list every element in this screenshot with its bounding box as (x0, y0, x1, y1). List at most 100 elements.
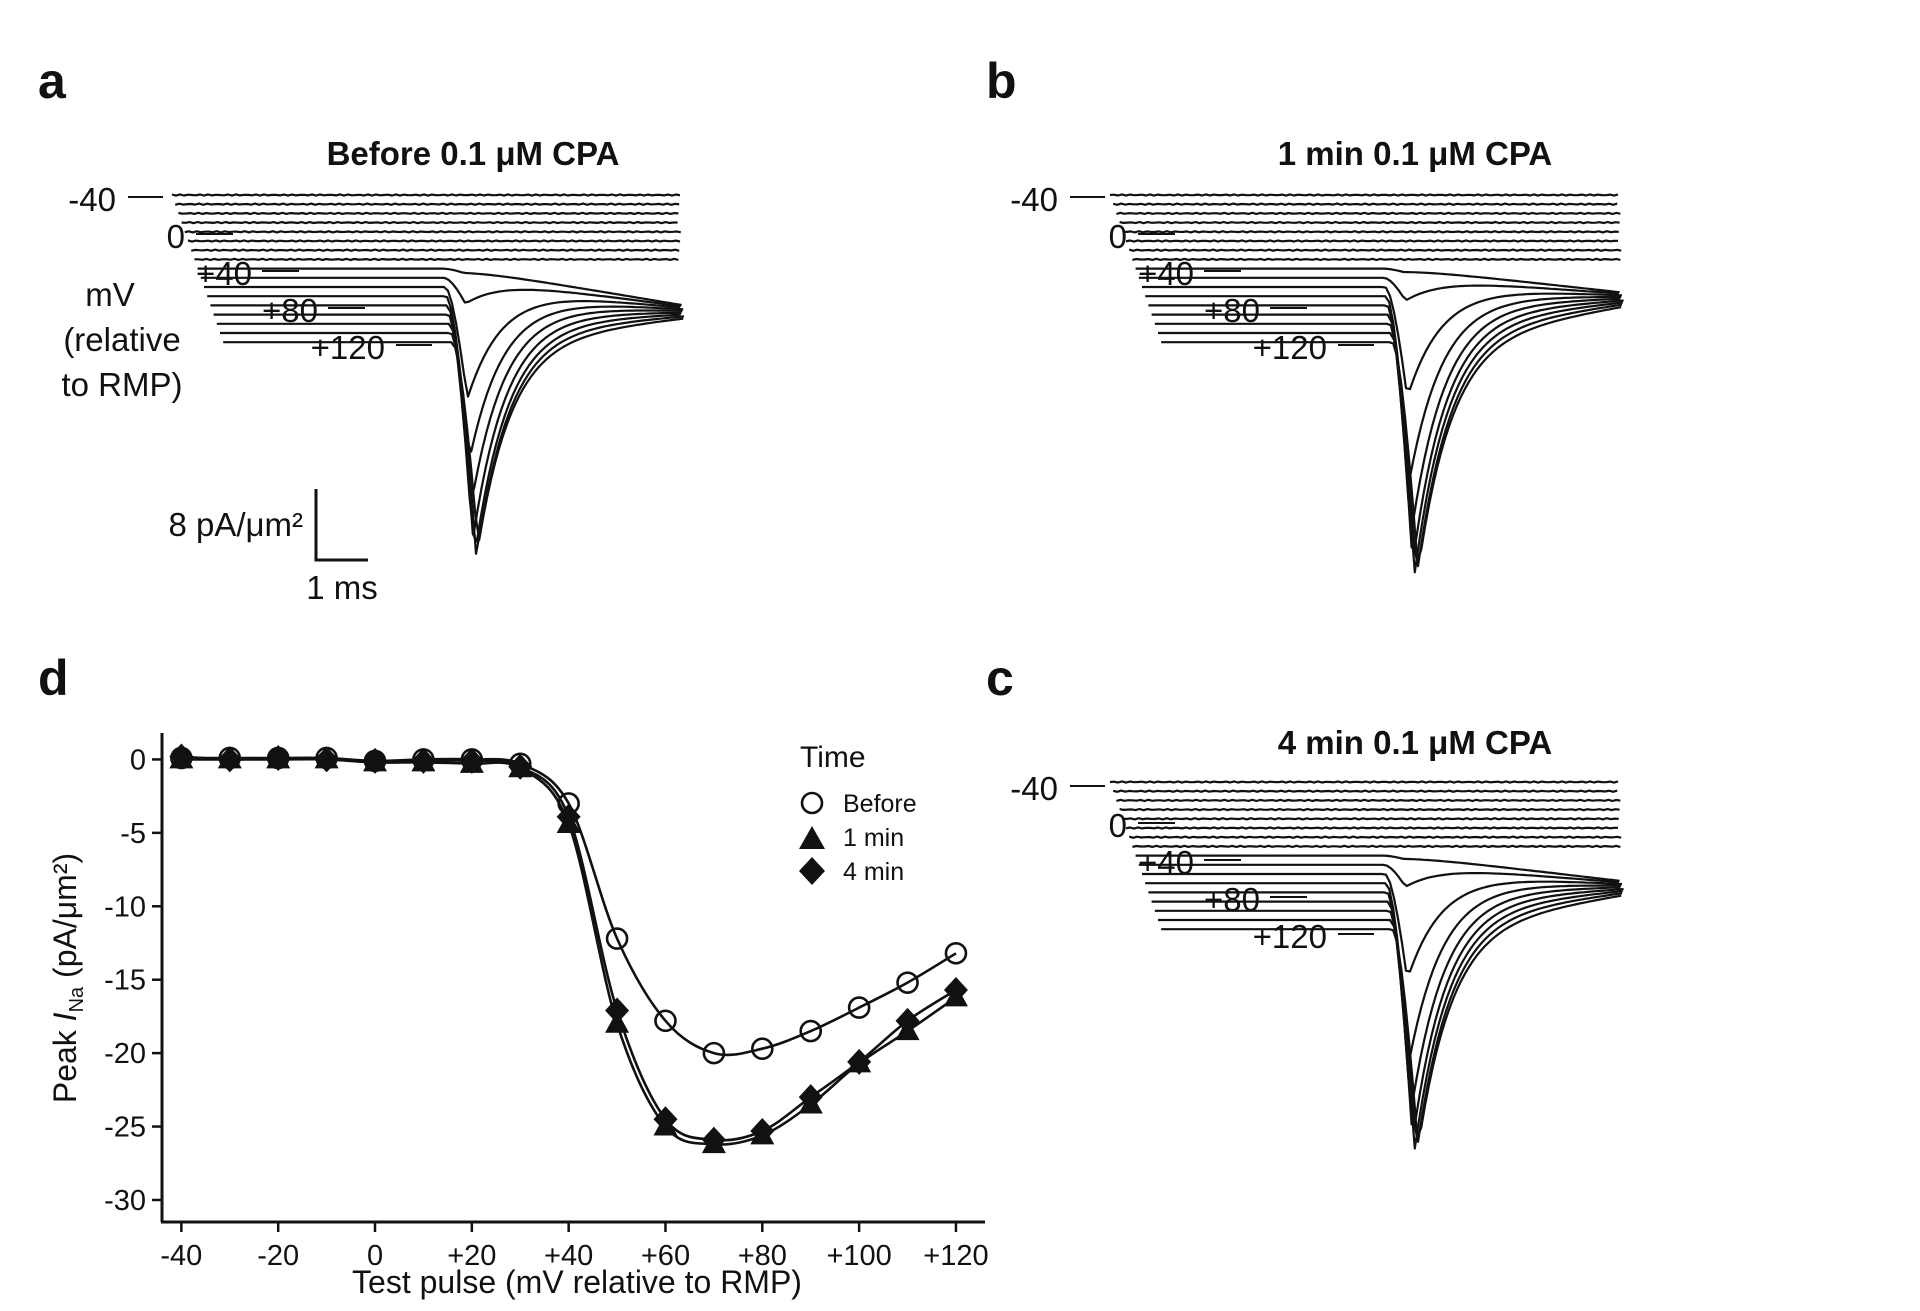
data-point-4min (169, 743, 194, 770)
current-trace--10 (181, 220, 678, 225)
current-trace-10 (1125, 826, 1619, 830)
scale-bar-lines (314, 489, 368, 562)
data-point-before (605, 927, 629, 950)
data-point-4min (459, 747, 484, 774)
data-point-4min (943, 976, 968, 1003)
current-trace-0 (184, 230, 682, 234)
trace-label-plus80: +80 (1204, 881, 1260, 918)
current-trace-90 (213, 311, 682, 536)
current-trace-50 (200, 276, 681, 308)
current-trace-120 (223, 317, 684, 542)
data-point-4min (411, 747, 436, 774)
x-tick-label: -20 (257, 1240, 299, 1272)
x-tick-label: -40 (160, 1240, 202, 1272)
current-trace-80 (1148, 297, 1621, 527)
x-tick-label: +100 (826, 1240, 891, 1272)
current-trace--40 (171, 193, 681, 197)
y-axis-title-I: I (47, 1012, 83, 1021)
data-point-4min (847, 1048, 872, 1075)
trace-label-minus40: -40 (1010, 770, 1058, 807)
x-tick-label: 0 (367, 1240, 383, 1272)
current-trace-80 (1148, 886, 1621, 1104)
panel-d-letter: d (38, 650, 69, 706)
trace-label-0: 0 (1109, 807, 1127, 844)
data-point-4min (266, 744, 291, 771)
data-markers (169, 743, 968, 1154)
unit-label-line3: to RMP) (61, 366, 182, 403)
panel-b: b 1 min 0.1 μM CPA -40 0 +40 +80 +120 (986, 53, 1624, 574)
trace-label-plus120: +120 (1253, 329, 1327, 366)
current-trace--20 (1116, 798, 1621, 803)
scale-bar-x-label: 1 ms (306, 569, 378, 606)
data-point-before (944, 941, 968, 965)
current-trace-50 (1138, 276, 1619, 301)
current-trace-40 (1135, 267, 1620, 294)
data-point-before (847, 996, 871, 1019)
current-trace-30 (194, 257, 679, 262)
current-trace-90 (1151, 888, 1624, 1126)
legend-label-4min: 4 min (843, 858, 904, 886)
current-trace-100 (1154, 890, 1623, 1150)
panel-c-letter: c (986, 650, 1014, 706)
current-trace-30 (1132, 257, 1621, 262)
y-tick-label: -30 (104, 1185, 146, 1217)
trace-label-plus40: +40 (1138, 255, 1194, 292)
legend-title: Time (800, 741, 866, 774)
current-trace-20 (190, 248, 680, 252)
x-tick-label: +120 (923, 1240, 988, 1272)
data-point-before (799, 1019, 823, 1043)
panel-c-title: 4 min 0.1 μM CPA (1278, 724, 1552, 761)
data-point-4min (895, 1007, 920, 1034)
current-trace-80 (210, 304, 683, 503)
trace-label-plus120: +120 (1253, 918, 1327, 955)
panel-d: d -40 -20 0 +20 +40 +60 +80 +100 +120 0 -5 -10 -15 -2… (38, 650, 989, 1300)
current-trace-50 (1138, 863, 1619, 888)
current-trace--40 (1109, 780, 1619, 784)
data-point-4min (556, 803, 581, 830)
y-axis-title: Peak INa (pA/μm²) (47, 853, 88, 1103)
current-trace--10 (1119, 807, 1620, 812)
current-trace--30 (1112, 202, 1618, 206)
unit-label-line1: mV (85, 276, 135, 313)
current-trace-110 (1158, 892, 1623, 1143)
trace-label-ticks-c (1070, 785, 1374, 935)
traces-b (1109, 193, 1624, 574)
panel-b-letter: b (986, 53, 1017, 109)
trace-label-0: 0 (167, 218, 185, 255)
x-tick-label: +20 (447, 1240, 496, 1272)
y-axis-title-prefix: Peak (47, 1021, 83, 1103)
traces-a (171, 193, 685, 555)
current-trace-100 (1154, 301, 1623, 574)
y-axis-title-sub: Na (66, 986, 88, 1012)
panel-a-title: Before 0.1 μM CPA (327, 135, 620, 172)
current-trace-110 (220, 315, 685, 555)
trace-label-ticks-a (128, 196, 432, 346)
panel-c: c 4 min 0.1 μM CPA -40 0 +40 +80 +120 (986, 650, 1624, 1150)
data-point-before (751, 1037, 774, 1061)
legend-marker-1min (799, 826, 825, 849)
legend-label-1min: 1 min (843, 824, 904, 852)
current-trace-70 (1145, 295, 1622, 483)
current-trace-10 (1125, 239, 1619, 243)
x-tick-label: +40 (544, 1240, 593, 1272)
current-trace--30 (174, 202, 680, 206)
data-point-4min (508, 753, 533, 780)
x-axis-title: Test pulse (mV relative to RMP) (352, 1264, 802, 1300)
current-trace--30 (1112, 789, 1618, 793)
current-trace-100 (216, 313, 681, 543)
data-point-before (702, 1041, 726, 1065)
current-trace-60 (204, 285, 681, 398)
y-tick-label: -15 (104, 965, 146, 997)
scale-bar-y-label: 8 pA/μm² (168, 506, 303, 543)
current-trace-60 (1142, 872, 1623, 973)
panel-b-title: 1 min 0.1 μM CPA (1278, 135, 1552, 172)
current-trace-70 (207, 295, 684, 453)
panel-a-letter: a (38, 53, 67, 109)
axis-ticks: -40 -20 0 +20 +40 +60 +80 +100 +120 0 -5 -10 -15 -20 -… (104, 744, 989, 1272)
y-tick-label: -20 (104, 1038, 146, 1070)
trace-label-plus40: +40 (196, 255, 252, 292)
trace-label-plus120: +120 (311, 329, 385, 366)
current-trace-90 (1151, 299, 1624, 549)
y-tick-label: 0 (130, 744, 146, 776)
current-trace-40 (197, 267, 682, 307)
